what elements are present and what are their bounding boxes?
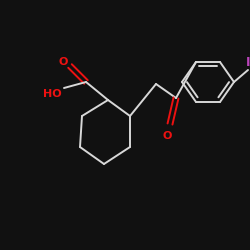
Text: O: O — [58, 57, 68, 67]
Text: I: I — [246, 56, 250, 70]
Text: O: O — [162, 131, 172, 141]
Text: HO: HO — [43, 89, 61, 99]
